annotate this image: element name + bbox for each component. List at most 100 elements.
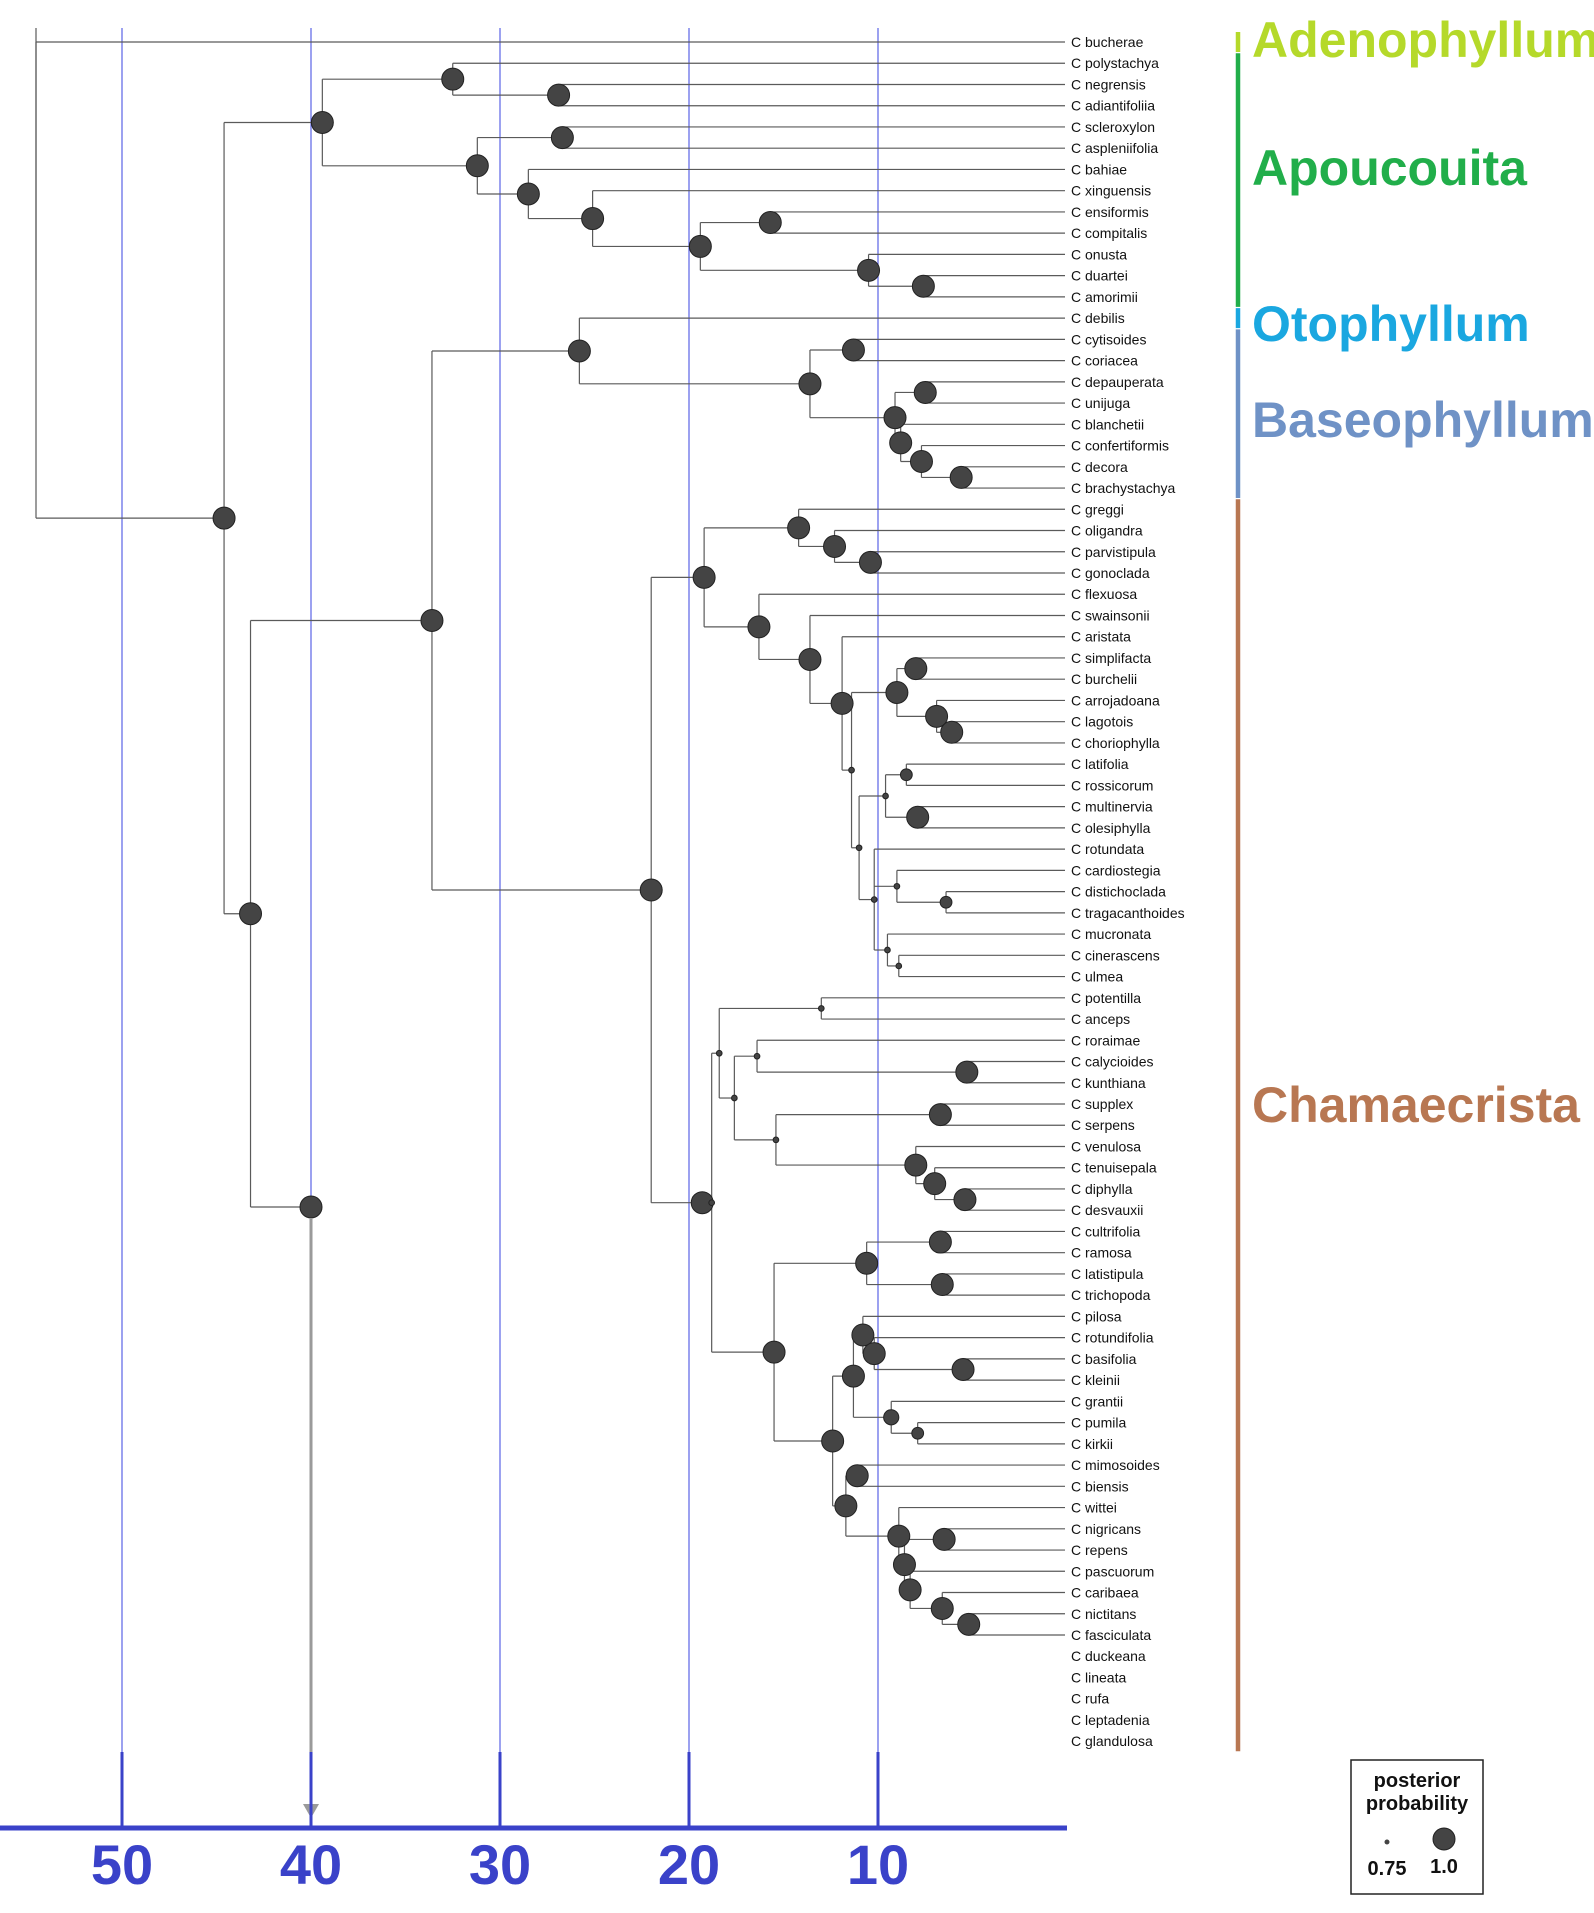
posterior-node — [955, 1060, 979, 1084]
posterior-node — [928, 1103, 952, 1127]
taxon-label: C rufa — [1071, 1691, 1109, 1707]
posterior-node — [911, 274, 935, 298]
taxon-label: C olesiphylla — [1071, 820, 1151, 836]
taxon-label: C negrensis — [1071, 76, 1146, 92]
taxon-label: C unijuga — [1071, 395, 1130, 411]
taxon-label: C swainsonii — [1071, 607, 1150, 623]
taxon-label: C supplex — [1071, 1096, 1133, 1112]
posterior-node — [310, 110, 334, 134]
legend-min-label: 0.75 — [1368, 1858, 1407, 1880]
taxon-label: C wittei — [1071, 1500, 1117, 1516]
posterior-node — [762, 1340, 786, 1364]
taxon-label: C burchelii — [1071, 671, 1137, 687]
taxon-label: C leptadenia — [1071, 1712, 1150, 1728]
taxon-label: C aristata — [1071, 629, 1131, 645]
legend-max-marker — [1432, 1827, 1456, 1851]
posterior-node — [787, 516, 811, 540]
posterior-node — [758, 211, 782, 235]
posterior-node — [708, 1199, 716, 1207]
taxon-label: C oligandra — [1071, 523, 1143, 539]
taxon-label: C ramosa — [1071, 1245, 1132, 1261]
taxon-label: C fasciculata — [1071, 1627, 1151, 1643]
posterior-node — [898, 1578, 922, 1602]
posterior-node — [731, 1094, 738, 1102]
taxon-label: C debilis — [1071, 310, 1125, 326]
taxon-label: C aspleniifolia — [1071, 140, 1158, 156]
taxon-label: C duckeana — [1071, 1648, 1146, 1664]
clade-label-otophyllum: Otophyllum — [1252, 296, 1530, 352]
posterior-node — [567, 339, 591, 363]
posterior-node — [949, 465, 973, 489]
posterior-node — [932, 1527, 956, 1551]
axis-tick-label-30: 30 — [469, 1833, 531, 1896]
taxon-label: C latifolia — [1071, 756, 1129, 772]
posterior-node — [441, 67, 465, 91]
time-axis: 50 40 30 20 10 — [0, 1752, 1067, 1896]
clade-label-chamaecrista: Chamaecrista — [1252, 1077, 1581, 1133]
taxon-label: C potentilla — [1071, 990, 1141, 1006]
posterior-node — [845, 1464, 869, 1488]
taxon-label: C decora — [1071, 459, 1128, 475]
taxon-label: C biensis — [1071, 1478, 1129, 1494]
posterior-node — [923, 1172, 947, 1196]
posterior-node — [887, 1524, 911, 1548]
taxon-label: C nictitans — [1071, 1606, 1136, 1622]
taxon-label: C adiantifoliia — [1071, 98, 1155, 114]
posterior-node — [893, 882, 901, 890]
taxon-label: C glandulosa — [1071, 1733, 1153, 1749]
taxon-label: C cinerascens — [1071, 947, 1160, 963]
taxon-label: C compitalis — [1071, 225, 1147, 241]
posterior-node — [688, 234, 712, 258]
taxon-label: C calycioides — [1071, 1054, 1153, 1070]
posterior-node — [821, 1429, 845, 1453]
posterior-node — [848, 766, 855, 774]
posterior-node — [239, 902, 263, 926]
posterior-node — [772, 1136, 780, 1144]
taxon-label: C ulmea — [1071, 969, 1123, 985]
posterior-node — [465, 154, 489, 178]
taxon-label: C cultrifolia — [1071, 1223, 1140, 1239]
axis-tick-label-40: 40 — [280, 1833, 342, 1896]
posterior-node — [883, 406, 907, 430]
taxon-label: C lineata — [1071, 1669, 1126, 1685]
legend-max-label: 1.0 — [1430, 1856, 1458, 1878]
taxon-label: C mucronata — [1071, 926, 1151, 942]
posterior-node — [930, 1596, 954, 1620]
posterior-node — [885, 680, 909, 704]
posterior-node — [692, 565, 716, 589]
taxon-label: C nigricans — [1071, 1521, 1141, 1537]
taxon-label: C anceps — [1071, 1011, 1130, 1027]
time-gridlines — [121, 28, 879, 1826]
clade-label-apoucouita: Apoucouita — [1252, 140, 1528, 196]
posterior-node — [851, 1323, 875, 1347]
axis-tick-label-20: 20 — [658, 1833, 720, 1896]
taxon-label: C tragacanthoides — [1071, 905, 1185, 921]
posterior-node — [862, 1342, 886, 1366]
taxon-label: C roraimae — [1071, 1032, 1140, 1048]
posterior-node — [855, 1251, 879, 1275]
posterior-node — [895, 962, 903, 970]
clade-label-baseophyllum: Baseophyllum — [1252, 392, 1594, 448]
taxon-label: C brachystachya — [1071, 480, 1175, 496]
posterior-node — [212, 506, 236, 530]
taxon-label: C diphylla — [1071, 1181, 1133, 1197]
taxon-label: C kleinii — [1071, 1372, 1120, 1388]
posterior-node — [715, 1049, 723, 1057]
taxon-label: C scleroxylon — [1071, 119, 1155, 135]
taxon-label: C caribaea — [1071, 1585, 1139, 1601]
posterior-node — [925, 704, 949, 728]
posterior-node — [930, 1273, 954, 1297]
legend-title-line1: posterior — [1374, 1770, 1461, 1792]
posterior-node — [841, 338, 865, 362]
taxon-label: C simplifacta — [1071, 650, 1151, 666]
taxon-labels: C bucherae C polystachya C negrensis C adia… — [1071, 34, 1185, 1749]
posterior-node — [817, 1005, 825, 1012]
taxon-label: C blanchetii — [1071, 416, 1144, 432]
posterior-node — [928, 1230, 952, 1254]
taxon-label: C coriacea — [1071, 353, 1138, 369]
posterior-node — [547, 83, 571, 107]
taxon-label: C venulosa — [1071, 1138, 1141, 1154]
taxon-label: C mimosoides — [1071, 1457, 1160, 1473]
posterior-node — [420, 608, 444, 632]
